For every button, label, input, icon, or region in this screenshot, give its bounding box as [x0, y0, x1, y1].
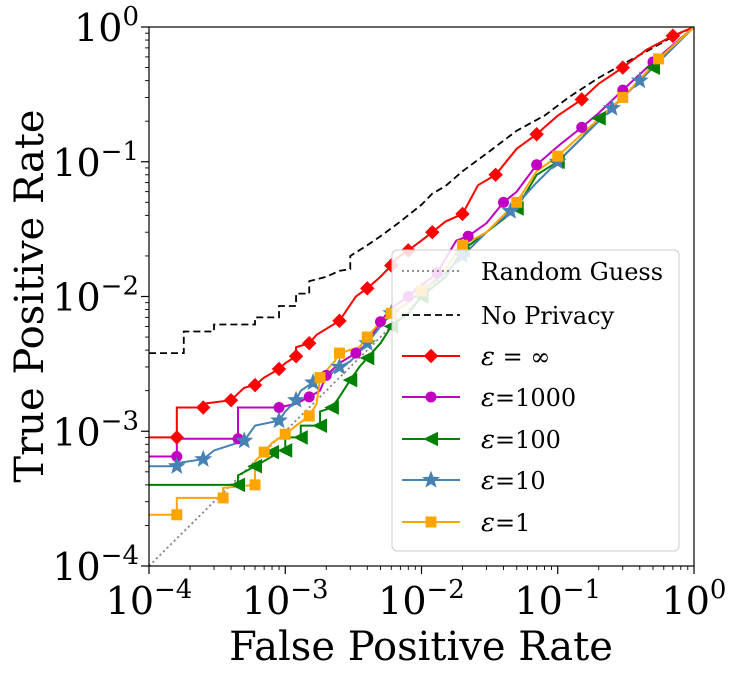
legend-label: No Privacy: [481, 302, 615, 330]
series-marker-3: [350, 347, 362, 359]
series-marker-4: [324, 400, 339, 415]
series-marker-4: [591, 111, 606, 126]
series-marker-2: [615, 60, 630, 75]
x-tick-label: 10−4: [106, 575, 193, 623]
series-markers-2: [169, 28, 681, 445]
series-marker-3: [576, 121, 588, 133]
series-marker-3: [462, 230, 474, 242]
series-marker-5: [167, 456, 186, 474]
series-marker-3: [374, 316, 386, 328]
series-marker-4: [359, 350, 375, 366]
x-tick-label: 10−2: [378, 575, 465, 623]
series-marker-4: [247, 458, 263, 474]
legend-swatch-marker: [422, 470, 440, 488]
legend: Random Guess No Privacy ε = ∞ ε=1000 ε=100 ε=…: [391, 249, 680, 552]
legend-label: ε=1000: [481, 383, 576, 413]
series-marker-5: [630, 71, 649, 89]
x-tick-label: 100: [662, 575, 727, 623]
series-marker-4: [230, 477, 246, 493]
y-tick-label: 10−4: [52, 541, 139, 589]
legend-entry: ε=100: [402, 425, 561, 455]
legend-label: ε = ∞: [481, 342, 550, 372]
series-marker-2: [360, 281, 375, 296]
x-tick-label: 10−1: [514, 575, 601, 623]
legend-entry: ε=1000: [402, 383, 576, 413]
legend-box: [391, 249, 680, 552]
series-marker-5: [287, 390, 305, 408]
series-marker-6: [314, 372, 326, 384]
series-marker-6: [258, 446, 270, 458]
series-marker-5: [235, 431, 254, 449]
legend-swatch-marker: [423, 348, 439, 364]
series-marker-6: [171, 509, 183, 521]
legend-label: ε=10: [481, 466, 546, 496]
series-marker-2: [574, 92, 589, 107]
series-marker-6: [303, 410, 315, 422]
x-axis-label: False Positive Rate: [229, 624, 613, 670]
legend-label: ε=100: [481, 425, 561, 455]
series-marker-4: [264, 444, 280, 460]
series-marker-2: [288, 349, 304, 364]
legend-entry: ε=10: [402, 466, 546, 496]
y-tick-label: 100: [74, 2, 139, 50]
series-marker-6: [653, 53, 665, 65]
series-marker-6: [511, 196, 523, 208]
legend-entry: ε = ∞: [402, 342, 550, 372]
series-marker-2: [247, 377, 263, 393]
series-marker-3: [303, 391, 315, 403]
series-marker-6: [457, 239, 469, 251]
series-marker-5: [330, 357, 349, 375]
y-tick-label: 10−2: [52, 272, 139, 320]
series-marker-5: [194, 449, 213, 467]
series-marker-2: [332, 313, 347, 329]
series-line-2: [149, 27, 694, 439]
series-line-1: [149, 27, 694, 355]
legend-swatch-marker: [425, 391, 437, 403]
series-marker-5: [603, 98, 621, 116]
series-marker-2: [302, 336, 317, 351]
legend-entry: Random Guess: [402, 258, 663, 286]
series-marker-2: [196, 400, 211, 415]
series-marker-6: [552, 150, 564, 162]
series-marker-6: [333, 347, 345, 359]
series-marker-3: [531, 159, 543, 171]
series-marker-6: [361, 331, 373, 343]
series-marker-2: [223, 392, 239, 408]
series-marker-3: [498, 196, 510, 208]
series-marker-4: [277, 443, 293, 458]
y-tick-label: 10−1: [52, 137, 139, 185]
series-marker-2: [169, 430, 185, 445]
legend-swatch-marker: [423, 431, 438, 447]
series-marker-5: [501, 201, 520, 219]
series-marker-2: [425, 225, 440, 240]
series-marker-6: [217, 492, 229, 504]
x-tick-label: 10−3: [242, 575, 329, 623]
series-marker-4: [293, 430, 308, 445]
series-marker-2: [455, 206, 470, 222]
legend-label: ε=1: [481, 508, 530, 538]
legend-entry: ε=1: [402, 508, 530, 538]
series-marker-3: [273, 402, 285, 414]
legend-entry: No Privacy: [402, 302, 615, 330]
y-tick-label: 10−3: [52, 406, 139, 454]
legend-label: Random Guess: [481, 258, 663, 286]
series-marker-6: [617, 91, 629, 103]
series-marker-4: [342, 372, 358, 388]
series-marker-4: [312, 418, 328, 433]
series-marker-5: [270, 411, 288, 429]
y-axis-label: True Positive Rate: [7, 109, 53, 482]
series-marker-6: [279, 428, 291, 440]
series-marker-6: [249, 479, 261, 491]
legend-swatch-marker: [425, 516, 437, 528]
tick-layer: 10−4 10−3 10−2 10−1 100 10−4 10−3 10−2 10−1 100: [52, 2, 726, 623]
series-marker-2: [529, 127, 544, 142]
series-marker-2: [488, 167, 503, 183]
series-marker-2: [271, 361, 287, 377]
series-marker-2: [665, 28, 681, 44]
